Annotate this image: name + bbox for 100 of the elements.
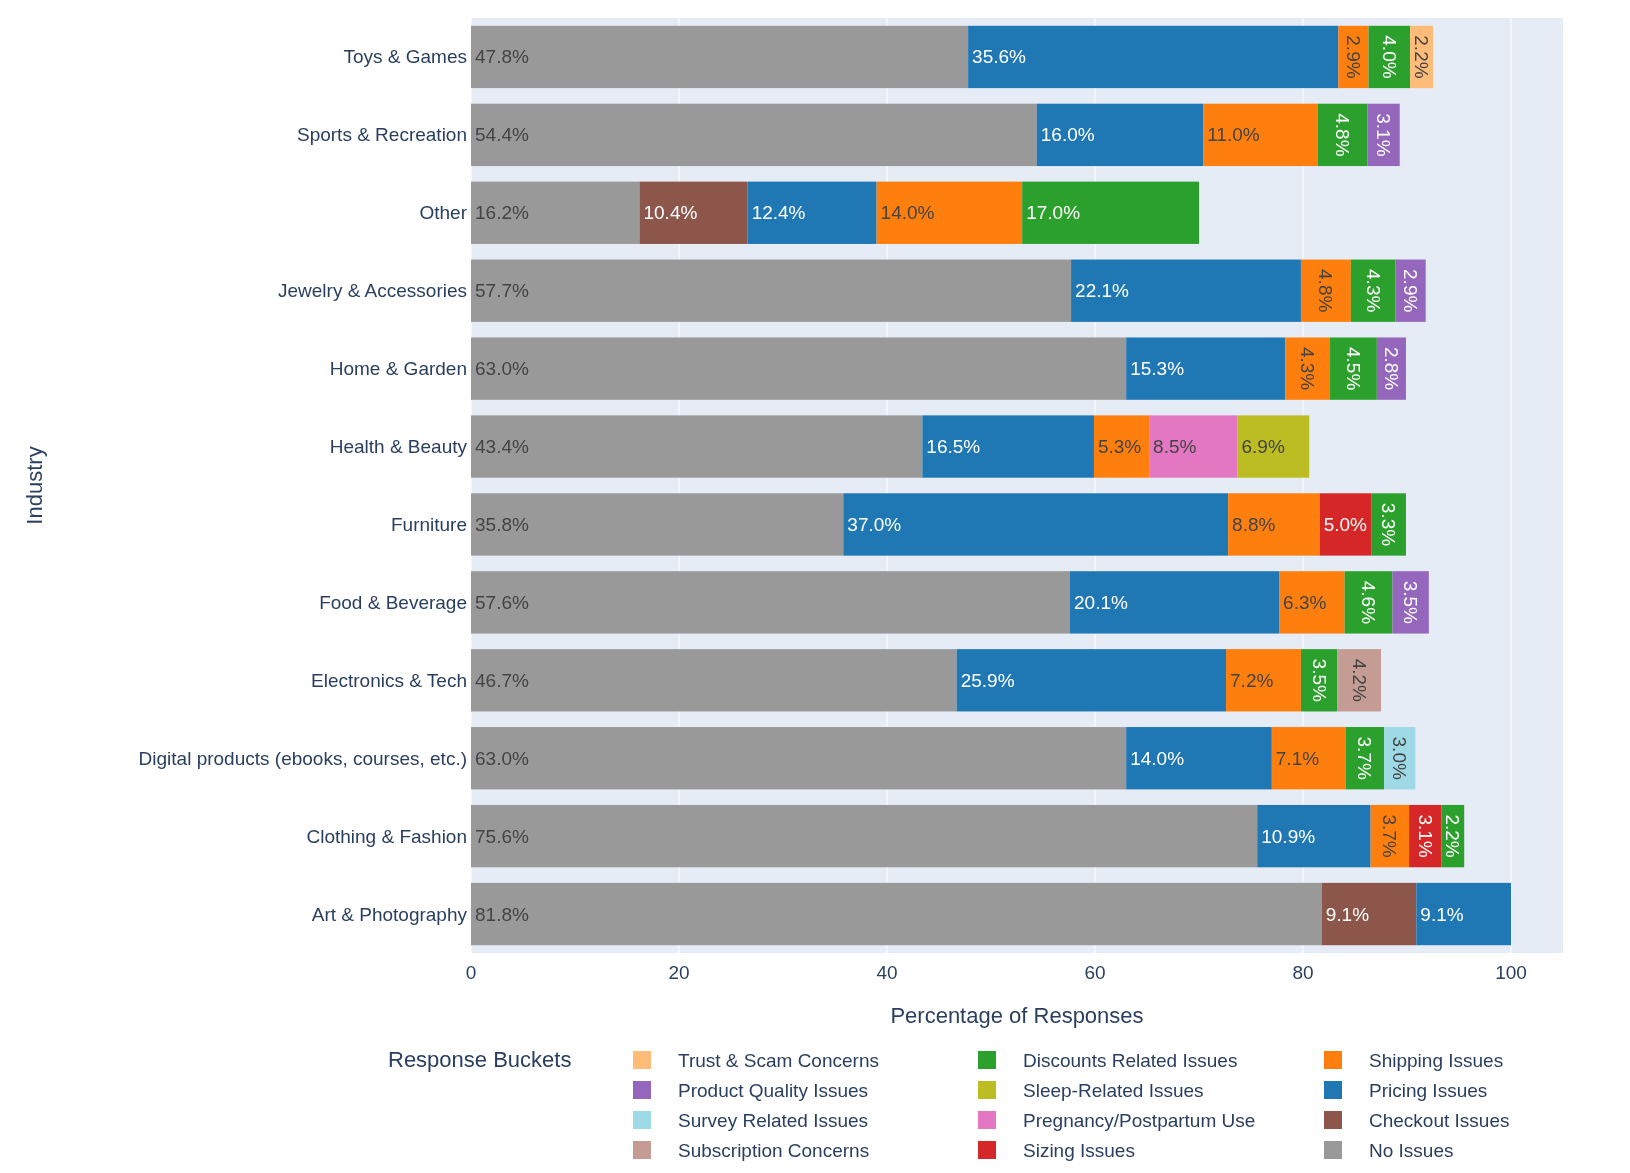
- data-label: 4.8%: [1315, 269, 1337, 313]
- y-tick-label: Art & Photography: [311, 903, 468, 925]
- bar: [471, 103, 1037, 167]
- data-label: 37.0%: [847, 513, 902, 535]
- y-tick-label: Other: [419, 202, 468, 224]
- bar: [471, 493, 844, 556]
- data-label: 20.1%: [1074, 591, 1129, 613]
- bar: [1036, 103, 1204, 167]
- bar: [876, 181, 1023, 244]
- data-label: 11.0%: [1207, 124, 1260, 146]
- bar: [1126, 727, 1272, 790]
- legend-label: Pregnancy/Postpartum Use: [1023, 1109, 1256, 1131]
- data-label: 9.1%: [1420, 903, 1464, 925]
- data-label: 9.1%: [1325, 903, 1370, 925]
- bar: [471, 649, 957, 712]
- data-label: 57.6%: [475, 591, 529, 613]
- data-label: 35.8%: [475, 513, 529, 535]
- data-label: 2.2%: [1442, 814, 1464, 858]
- legend-label: Shipping Issues: [1369, 1049, 1504, 1071]
- y-tick-label: Clothing & Fashion: [306, 825, 467, 847]
- bar: [1300, 259, 1351, 322]
- bar: [1070, 571, 1280, 634]
- bar: [1392, 571, 1429, 634]
- data-label: 5.0%: [1323, 513, 1368, 535]
- bar: [1344, 571, 1393, 634]
- data-label: 4.8%: [1332, 113, 1354, 157]
- data-label: 15.3%: [1130, 358, 1185, 380]
- bar: [1330, 337, 1377, 400]
- bar: [471, 337, 1127, 400]
- bar: [639, 181, 748, 244]
- data-label: 22.1%: [1075, 280, 1130, 302]
- bar: [471, 259, 1072, 322]
- data-label: 2.2%: [1411, 35, 1433, 79]
- y-tick-label: Jewelry & Accessories: [277, 280, 467, 302]
- bar: [1228, 493, 1320, 556]
- data-label: 16.5%: [926, 436, 981, 458]
- data-label: 4.0%: [1378, 35, 1400, 79]
- bar: [1126, 337, 1286, 400]
- legend-title: Response Buckets: [388, 1046, 572, 1072]
- data-label: 3.1%: [1373, 113, 1395, 157]
- bar: [471, 25, 969, 89]
- data-label: 54.4%: [475, 124, 529, 146]
- bar: [1416, 882, 1511, 946]
- bar: [747, 181, 877, 244]
- bar: [1071, 259, 1301, 322]
- data-label: 17.0%: [1026, 202, 1081, 224]
- data-label: 7.1%: [1275, 747, 1320, 769]
- bar: [471, 571, 1071, 634]
- bar: [1226, 649, 1301, 712]
- bar: [471, 882, 1322, 946]
- x-tick-label: 40: [876, 962, 898, 983]
- data-label: 4.6%: [1358, 580, 1380, 625]
- data-label: 4.3%: [1362, 269, 1384, 313]
- data-label: 3.7%: [1379, 814, 1401, 858]
- bar: [1321, 882, 1417, 946]
- x-tick-label: 60: [1084, 962, 1106, 983]
- data-label: 5.3%: [1097, 436, 1142, 458]
- bar: [1237, 415, 1310, 478]
- x-tick-label: 80: [1292, 962, 1314, 983]
- data-label: 2.8%: [1380, 346, 1402, 391]
- bar: [1022, 181, 1199, 244]
- data-label: 14.0%: [880, 202, 935, 224]
- data-label: 3.5%: [1308, 658, 1330, 703]
- legend-label: Sizing Issues: [1023, 1139, 1135, 1161]
- bar: [956, 649, 1227, 712]
- bar: [1350, 259, 1396, 322]
- data-label: 35.6%: [972, 46, 1027, 68]
- data-label: 12.4%: [751, 202, 806, 224]
- data-label: 10.9%: [1261, 825, 1316, 847]
- bar: [1337, 649, 1381, 712]
- data-label: 57.7%: [475, 280, 529, 302]
- bar: [471, 415, 923, 478]
- legend-label: Checkout Issues: [1369, 1109, 1510, 1131]
- bar: [843, 493, 1229, 556]
- bar: [1257, 804, 1371, 868]
- y-tick-label: Home & Garden: [329, 358, 467, 380]
- data-label: 14.0%: [1130, 747, 1185, 769]
- data-label: 47.8%: [475, 46, 529, 68]
- bar: [1149, 415, 1238, 478]
- bar: [1203, 103, 1318, 167]
- data-label: 63.0%: [475, 358, 529, 380]
- data-label: 3.3%: [1378, 502, 1400, 547]
- x-axis-title: Percentage of Responses: [890, 1003, 1144, 1028]
- y-tick-label: Food & Beverage: [319, 591, 467, 613]
- x-tick-label: 0: [465, 962, 477, 983]
- data-label: 43.4%: [475, 436, 529, 458]
- data-label: 3.7%: [1354, 736, 1376, 780]
- y-tick-label: Digital products (ebooks, courses, etc.): [138, 747, 467, 769]
- data-label: 4.2%: [1348, 658, 1370, 703]
- x-tick-label: 20: [668, 962, 690, 983]
- bar: [968, 25, 1339, 89]
- legend-label: No Issues: [1369, 1139, 1454, 1161]
- data-label: 25.9%: [960, 669, 1015, 691]
- legend-label: Discounts Related Issues: [1023, 1049, 1238, 1071]
- legend-label: Subscription Concerns: [678, 1139, 870, 1161]
- bar: [1285, 337, 1331, 400]
- data-label: 63.0%: [475, 747, 529, 769]
- data-label: 6.9%: [1241, 436, 1285, 458]
- data-label: 16.2%: [475, 202, 529, 224]
- y-tick-label: Furniture: [390, 513, 467, 535]
